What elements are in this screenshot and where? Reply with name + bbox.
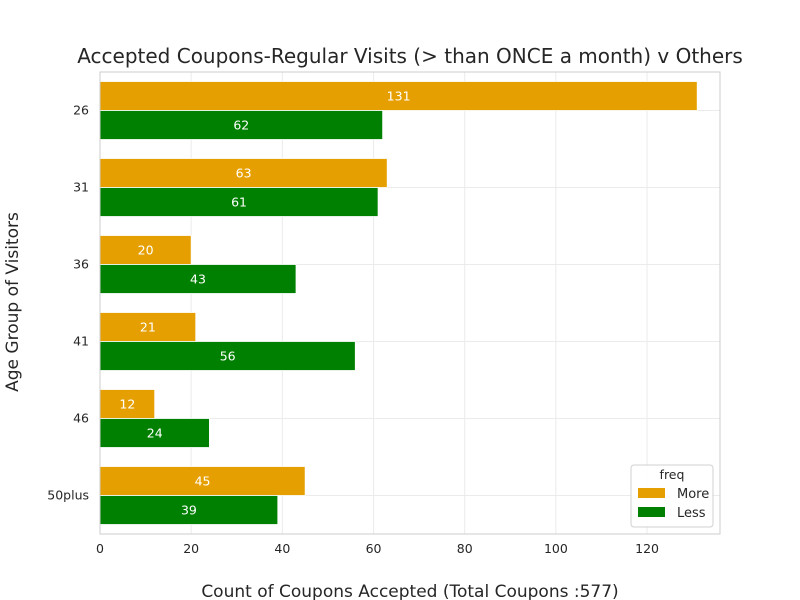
y-tick-label: 26: [73, 103, 89, 118]
legend-swatch-more: [638, 488, 665, 498]
bar-more: [99, 466, 306, 496]
bar-value-label: 131: [387, 89, 411, 104]
bar-value-label: 24: [147, 426, 163, 441]
plot-frame: [99, 71, 721, 535]
bars: 131 62 63 61 20 43 21 56 12 24 45 39: [99, 81, 698, 525]
x-axis-label: Count of Coupons Accepted (Total Coupons…: [201, 582, 618, 600]
legend-label: More: [677, 487, 709, 502]
legend-items: More Less: [638, 487, 709, 521]
y-tick-label: 46: [73, 411, 89, 426]
bar-more: [99, 389, 156, 419]
y-axis-label: Age Group of Visitors: [3, 212, 23, 392]
legend: freq More Less: [630, 464, 714, 528]
y-tick-label: 36: [73, 257, 89, 272]
x-tick-label: 80: [457, 541, 473, 556]
legend-title: freq: [660, 467, 685, 482]
bar-value-label: 43: [190, 272, 206, 287]
bar-less: [99, 418, 210, 448]
y-tick-label: 41: [73, 334, 89, 349]
x-tick-label: 100: [544, 541, 568, 556]
bar-value-label: 39: [181, 503, 197, 518]
bar-less: [99, 495, 279, 525]
bar-value-label: 61: [231, 195, 247, 210]
bar-more: [99, 158, 388, 188]
ticks: 0 20 40 60 80 100 120 26 31 36 41 46 50plus: [47, 103, 659, 557]
bar-value-label: 45: [195, 474, 211, 489]
bar-less: [99, 341, 356, 371]
legend-swatch-less: [638, 507, 665, 517]
x-tick-label: 120: [635, 541, 659, 556]
x-tick-label: 20: [183, 541, 199, 556]
bar-value-label: 62: [233, 118, 249, 133]
y-tick-label: 50plus: [47, 488, 89, 503]
gridlines: [99, 72, 720, 534]
x-tick-label: 0: [96, 541, 104, 556]
bar-value-label: 21: [140, 320, 156, 335]
bar-less: [99, 187, 379, 217]
y-tick-label: 31: [73, 180, 89, 195]
chart-title: Accepted Coupons-Regular Visits (> than …: [77, 44, 743, 68]
x-tick-label: 40: [274, 541, 290, 556]
bar-value-label: 63: [236, 166, 252, 181]
legend-label: Less: [677, 506, 706, 521]
bar-value-label: 12: [119, 397, 135, 412]
bar-value-label: 56: [220, 349, 236, 364]
bar-value-label: 20: [138, 243, 154, 258]
bar-less: [99, 110, 384, 140]
x-tick-label: 60: [366, 541, 382, 556]
bar-more: [99, 312, 197, 342]
bar-more: [99, 81, 698, 111]
